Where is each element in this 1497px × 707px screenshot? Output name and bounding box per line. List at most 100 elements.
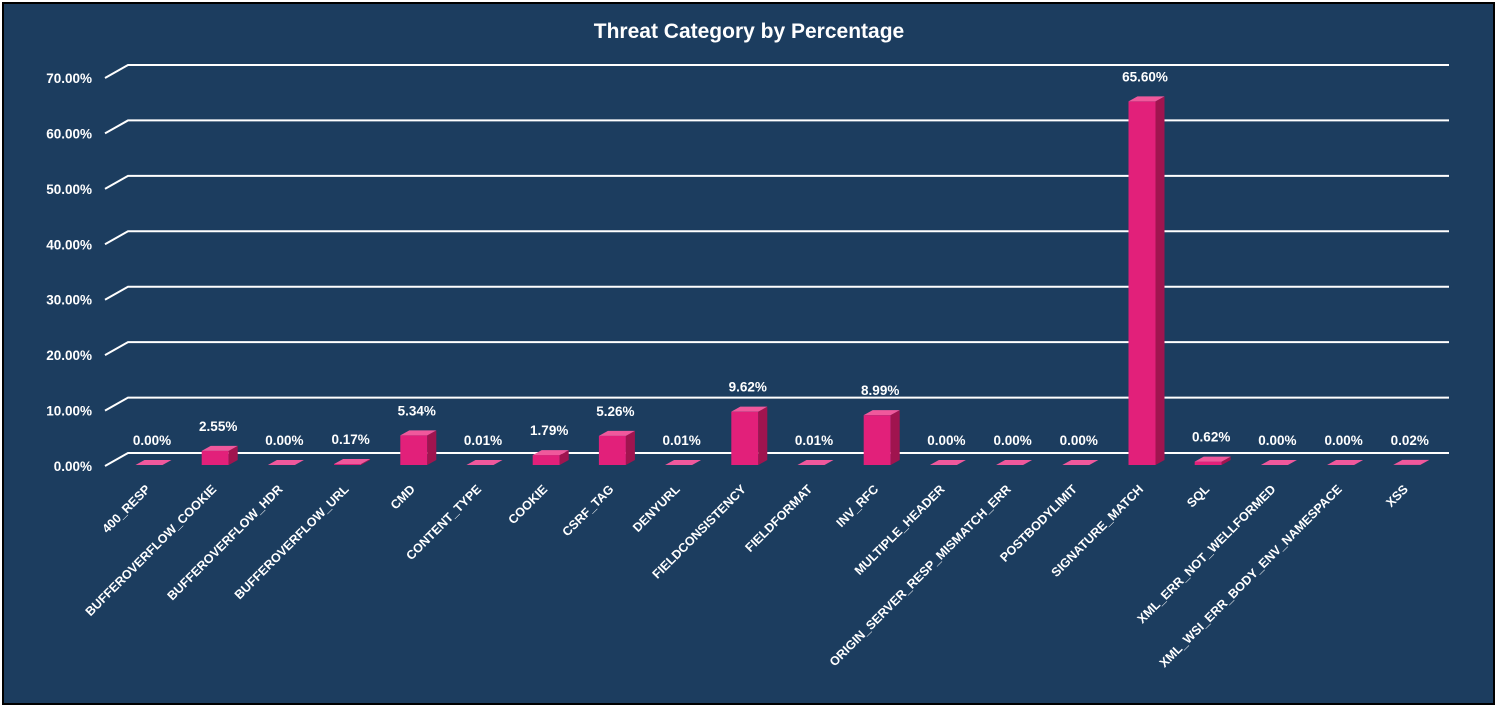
bar-side xyxy=(427,430,437,465)
bar-side xyxy=(692,459,702,465)
chart-background xyxy=(4,4,1493,703)
bar-top xyxy=(466,459,503,465)
data-label: 0.00% xyxy=(265,433,303,448)
bar-top xyxy=(929,460,966,465)
bars xyxy=(135,96,1430,466)
bar xyxy=(1393,459,1430,465)
bar xyxy=(532,450,569,465)
y-tick-label: 10.00% xyxy=(46,404,92,419)
bar-side xyxy=(625,430,635,465)
gridline xyxy=(104,174,1449,190)
bar-side xyxy=(1420,459,1430,465)
bar-side xyxy=(559,450,569,465)
bar-front xyxy=(532,455,560,465)
y-tick-label: 20.00% xyxy=(46,348,92,363)
gridline xyxy=(104,341,1449,357)
y-axis-tick-labels: 0.00% 10.00% 20.00% 30.00% 40.00% 50.00% 60.00… xyxy=(46,71,92,474)
bar-front xyxy=(201,450,229,465)
bar xyxy=(135,460,172,466)
bar-top xyxy=(267,460,304,465)
bar xyxy=(598,430,635,465)
bar-top xyxy=(400,430,437,436)
bar-side xyxy=(890,410,900,465)
bar-top xyxy=(135,460,172,465)
bar xyxy=(201,445,238,465)
bar-top xyxy=(201,445,238,451)
data-label: 9.62% xyxy=(729,380,767,395)
bar-top xyxy=(1128,96,1165,102)
gridline xyxy=(104,230,1449,246)
bar xyxy=(996,460,1033,466)
data-labels: 0.00% 2.55% 0.00% 0.17% 5.34% 0.01% 1.79% 5.26%… xyxy=(133,69,1429,448)
bar-top xyxy=(1062,460,1099,465)
bar-side xyxy=(361,459,371,465)
bar-side xyxy=(1221,456,1231,465)
bar-top xyxy=(334,459,371,465)
bar xyxy=(1062,460,1099,466)
data-label: 0.01% xyxy=(795,433,833,448)
bar xyxy=(1260,460,1297,466)
bar-side xyxy=(1155,96,1165,465)
bar-front xyxy=(863,415,891,465)
gridline xyxy=(104,285,1449,301)
y-tick-label: 60.00% xyxy=(46,126,92,141)
bar xyxy=(797,459,834,465)
data-label: 0.00% xyxy=(133,433,171,448)
data-label: 0.01% xyxy=(662,433,700,448)
chart-title: Threat Category by Percentage xyxy=(594,20,904,43)
bar-front xyxy=(334,464,362,465)
bar-chart: Threat Category by Percentage 0.00% 10.00… xyxy=(4,4,1493,703)
data-label: 0.01% xyxy=(464,433,502,448)
data-label: 0.02% xyxy=(1391,433,1429,448)
bar-front xyxy=(1128,101,1156,465)
data-label: 8.99% xyxy=(861,383,899,398)
bar-top xyxy=(1194,456,1231,462)
y-tick-label: 0.00% xyxy=(54,459,92,474)
data-label: 2.55% xyxy=(199,419,237,434)
bar-side xyxy=(824,459,834,465)
bar xyxy=(863,410,900,465)
bar xyxy=(400,430,437,465)
bar xyxy=(665,459,702,465)
gridline xyxy=(104,396,1449,412)
bar-top xyxy=(1327,460,1364,465)
bar-top xyxy=(731,406,768,412)
gridline xyxy=(104,119,1449,135)
bar xyxy=(1128,96,1165,465)
bar-top xyxy=(665,459,702,465)
data-label: 0.00% xyxy=(927,433,965,448)
bar xyxy=(1327,460,1364,466)
y-tick-label: 50.00% xyxy=(46,182,92,197)
bar xyxy=(929,460,966,466)
bar-side xyxy=(493,459,503,465)
data-label: 0.00% xyxy=(1324,433,1362,448)
bar-top xyxy=(797,459,834,465)
bar-front xyxy=(1194,461,1222,465)
data-label: 65.60% xyxy=(1122,69,1168,84)
bar xyxy=(334,459,371,465)
bar xyxy=(267,460,304,466)
data-label: 0.00% xyxy=(1258,433,1296,448)
bar xyxy=(1194,456,1231,465)
data-label: 0.00% xyxy=(1060,433,1098,448)
bar xyxy=(466,459,503,465)
bar-top xyxy=(1260,460,1297,465)
y-tick-label: 30.00% xyxy=(46,293,92,308)
gridline xyxy=(104,64,1449,79)
bar-side xyxy=(228,445,238,465)
bar-front xyxy=(400,435,428,465)
bar-front xyxy=(731,411,759,465)
data-label: 0.62% xyxy=(1192,430,1230,445)
bar-front xyxy=(598,435,626,465)
bar xyxy=(731,406,768,465)
gridline xyxy=(104,452,1449,467)
bar-side xyxy=(758,406,768,465)
y-tick-label: 70.00% xyxy=(46,71,92,86)
bar-top xyxy=(598,430,635,436)
data-label: 5.34% xyxy=(398,403,436,418)
data-label: 0.00% xyxy=(993,433,1031,448)
bar-top xyxy=(863,410,900,416)
y-tick-label: 40.00% xyxy=(46,237,92,252)
gridlines xyxy=(104,64,1449,467)
